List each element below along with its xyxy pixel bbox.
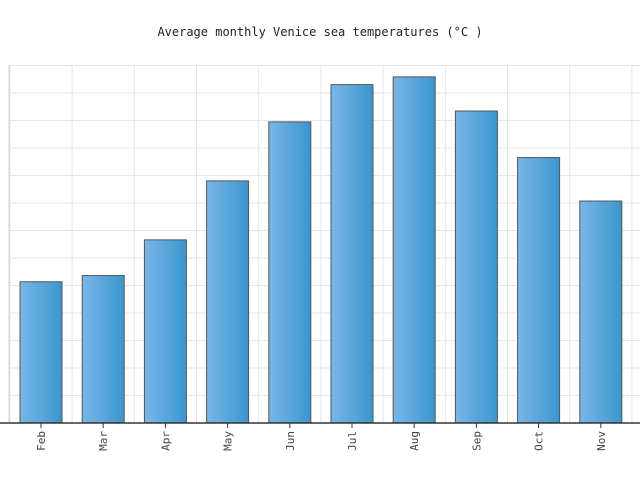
x-tick-label-jun: Jun [284,431,297,451]
bar-oct [517,157,561,424]
bar-apr [143,239,187,424]
x-tick-label-oct: Oct [533,431,546,451]
x-tick-labels: Feb Mar Apr May Jun Jul Aug Sep Oct Nov [35,423,608,451]
x-tick-label-may: May [222,431,235,451]
x-tick-label-feb: Feb [35,431,48,451]
bar-aug [392,76,436,424]
bar-may [206,180,250,424]
x-tick-label-mar: Mar [97,431,110,451]
x-tick-label-sep: Sep [470,431,483,451]
bar-mar [81,275,125,424]
bar-jul [330,84,374,424]
x-tick-label-aug: Aug [408,431,421,451]
bar-feb [19,281,63,424]
x-tick-label-jul: Jul [346,431,359,451]
bars [19,76,623,424]
grid [8,65,640,424]
bar-sep [454,110,498,424]
bar-jun [268,121,312,424]
chart-title: Average monthly Venice sea temperatures … [157,25,483,39]
bar-nov [579,200,623,424]
x-tick-label-apr: Apr [159,431,172,451]
x-tick-label-nov: Nov [595,431,608,451]
